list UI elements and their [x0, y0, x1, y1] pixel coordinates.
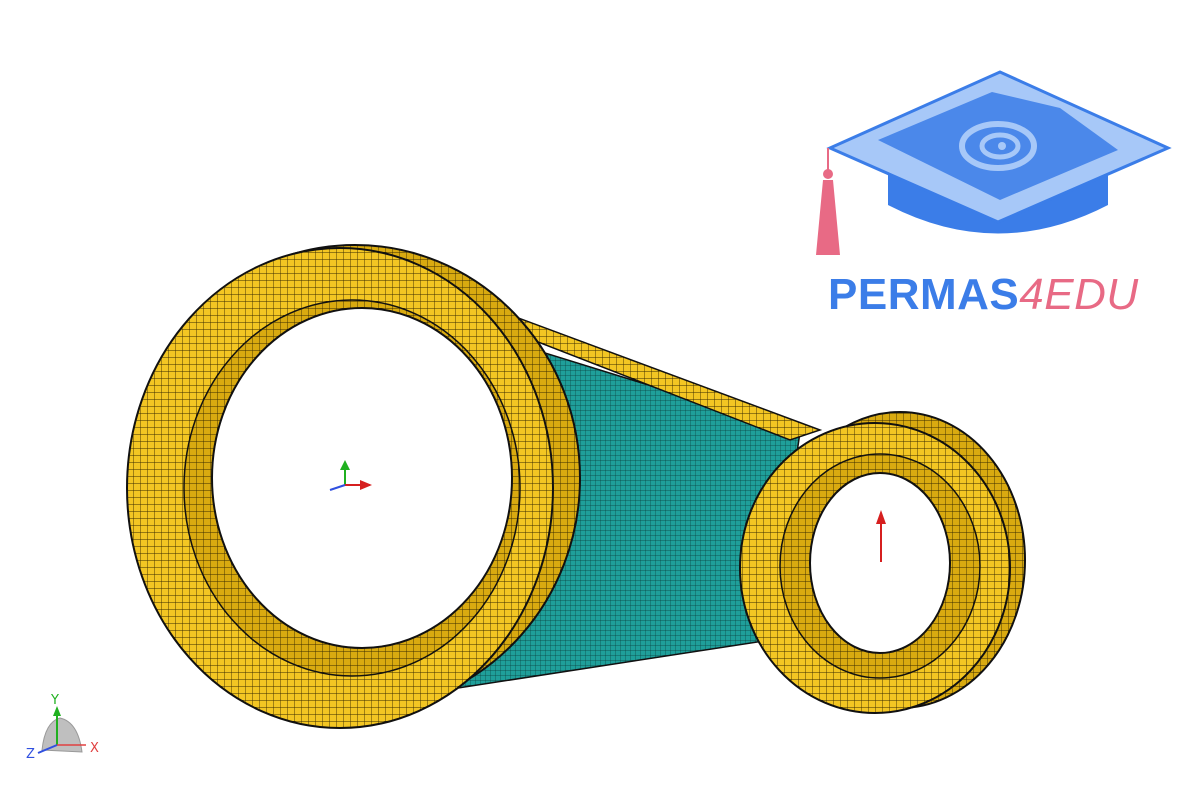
- local-coordinate-system-icon: [329, 460, 372, 491]
- logo-text-main: PERMAS: [828, 270, 1020, 319]
- logo-wordmark: PERMAS4EDU: [828, 270, 1139, 320]
- small-end-ring: [739, 411, 1026, 714]
- big-end-ring: [126, 244, 581, 729]
- view-axis-triad[interactable]: Y X Z: [26, 693, 99, 762]
- logo-text-accent: 4EDU: [1019, 270, 1139, 319]
- axis-y-label: Y: [50, 693, 59, 708]
- axis-z-label: Z: [26, 747, 35, 762]
- load-arrow: [876, 510, 886, 562]
- axis-x-label: X: [90, 741, 99, 756]
- logo-cap-icon: [816, 70, 1172, 255]
